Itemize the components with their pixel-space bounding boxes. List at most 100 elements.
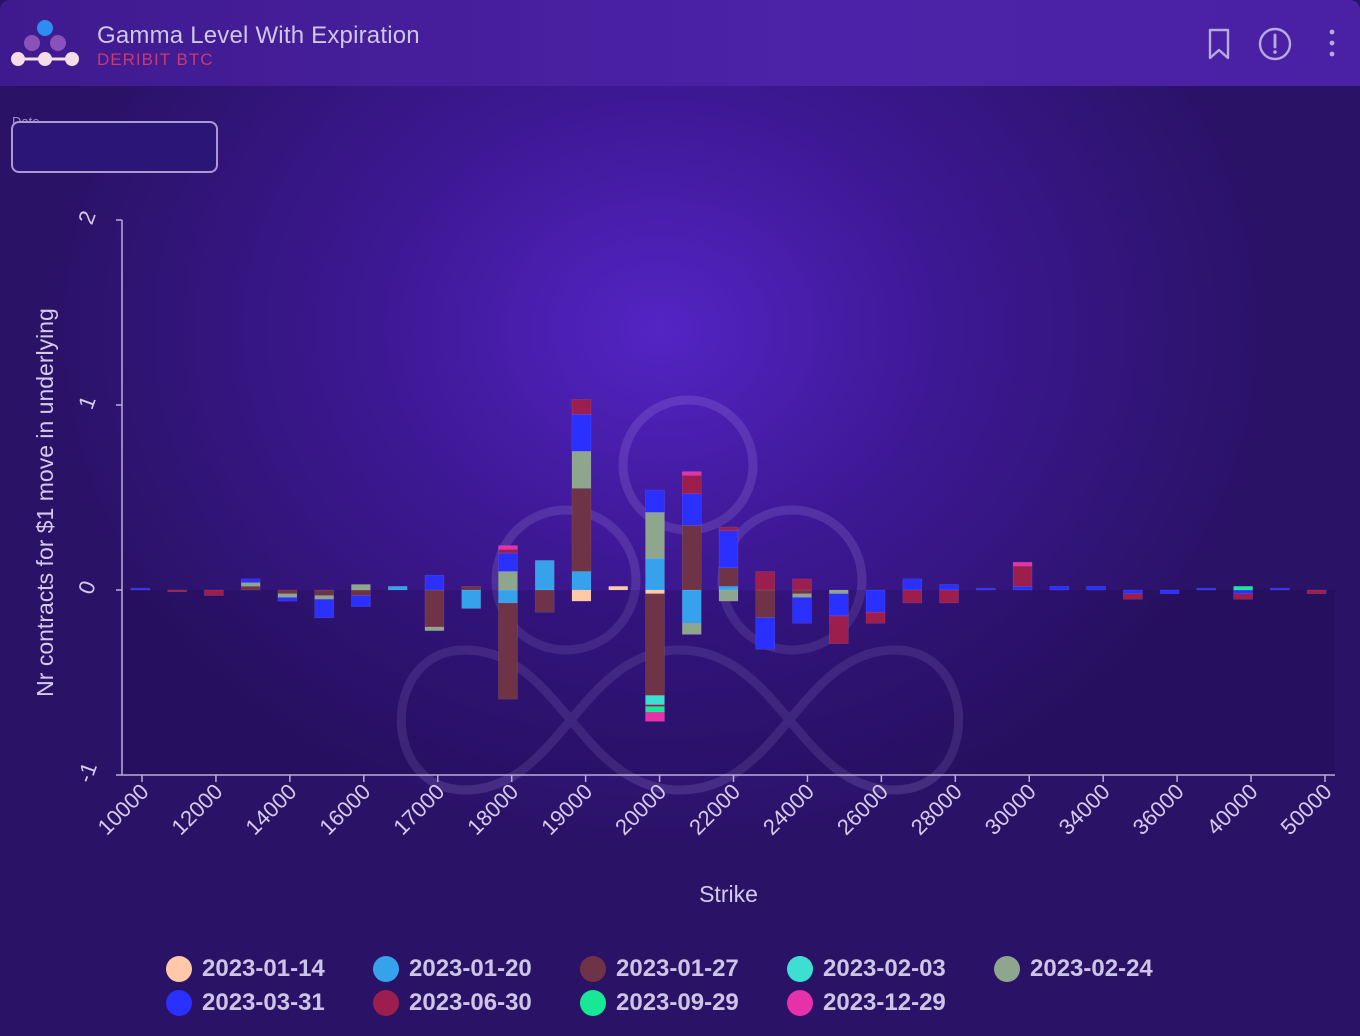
bookmark-icon[interactable] (1202, 26, 1238, 62)
bar-segment-2023-02-24-18000[interactable] (498, 571, 518, 591)
bar-segment-2023-01-27-16000[interactable] (351, 589, 371, 596)
legend-item-2023-01-27[interactable]: 2023-01-27 (580, 955, 787, 983)
legend-item-2023-06-30[interactable]: 2023-06-30 (373, 989, 580, 1017)
bar-segment-2023-03-31-35000[interactable] (1123, 589, 1143, 594)
bar-segment-2023-01-20-22000[interactable] (718, 586, 739, 591)
bar-segment-2023-01-20-18000[interactable] (498, 589, 518, 604)
bar-segment-2023-12-29-30000[interactable] (1012, 562, 1033, 567)
date-filter-select[interactable] (11, 121, 218, 173)
bar-segment-2023-01-27-17500[interactable] (461, 586, 481, 591)
bar-segment-2023-03-31-13000[interactable] (240, 578, 261, 583)
legend-item-2023-02-03[interactable]: 2023-02-03 (787, 955, 994, 983)
bar-segment-2023-03-31-18000[interactable] (498, 552, 518, 572)
bar-segment-2023-01-27-24000[interactable] (792, 589, 812, 594)
bar-segment-2023-06-30-12000[interactable] (204, 589, 224, 596)
bar-segment-2023-03-31-26000[interactable] (865, 589, 886, 613)
bar-segment-2023-02-24-24000[interactable] (792, 593, 812, 598)
bar-segment-2023-01-27-23000[interactable] (755, 589, 776, 618)
bar-segment-2023-03-31-28000[interactable] (939, 584, 959, 591)
bar-segment-2023-01-20-17500[interactable] (461, 589, 481, 609)
bar-segment-2023-02-24-13000[interactable] (240, 582, 261, 587)
bar-segment-2023-12-29-18000[interactable] (498, 545, 518, 550)
more-vertical-icon[interactable] (1314, 26, 1350, 62)
bar-segment-2023-06-30-28000[interactable] (939, 589, 959, 604)
bar-segment-2023-03-31-17000[interactable] (424, 574, 445, 591)
bar-segment-2023-02-24-20000[interactable] (645, 512, 665, 559)
bar-segment-2023-06-30-27000[interactable] (902, 589, 923, 604)
legend-item-2023-02-24[interactable]: 2023-02-24 (994, 955, 1201, 983)
bar-segment-2023-03-31-38000[interactable] (1196, 587, 1217, 591)
bar-segment-2023-01-27-19000[interactable] (571, 488, 592, 572)
bar-segment-2023-01-20-21000[interactable] (681, 589, 702, 624)
bar-segment-2023-01-27-17000[interactable] (424, 589, 445, 628)
bar-segment-2023-03-31-19000[interactable] (571, 414, 592, 452)
bar-segment-2023-01-27-18500[interactable] (534, 589, 555, 613)
bar-segment-2023-01-14-20000[interactable] (645, 589, 665, 594)
bar-segment-2023-12-29-20000[interactable] (645, 711, 665, 722)
bar-segment-2023-01-20-20000[interactable] (645, 558, 665, 591)
bar-segment-2023-03-31-14000[interactable] (277, 597, 298, 602)
bar-segment-2023-03-31-21000[interactable] (681, 493, 702, 526)
bar-segment-2023-03-31-40000[interactable] (1233, 589, 1253, 594)
bar-segment-2023-01-20-19000[interactable] (571, 571, 592, 591)
bar-segment-2023-01-20-16500[interactable] (387, 586, 408, 591)
bar-segment-2023-02-24-22000[interactable] (718, 589, 739, 602)
bar-segment-2023-03-31-27000[interactable] (902, 578, 923, 591)
bar-segment-2023-09-29-20000[interactable] (645, 706, 665, 713)
bar-segment-2023-06-30-21000[interactable] (681, 475, 702, 495)
bar-segment-2023-02-24-16000[interactable] (351, 584, 371, 591)
bar-segment-2023-03-31-36000[interactable] (1159, 589, 1180, 594)
legend-item-2023-03-31[interactable]: 2023-03-31 (166, 989, 373, 1017)
bar-segment-2023-02-24-25000[interactable] (829, 589, 849, 594)
legend-item-2023-01-20[interactable]: 2023-01-20 (373, 955, 580, 983)
bar-segment-2023-06-30-20000[interactable] (645, 704, 665, 707)
bar-segment-2023-12-29-21000[interactable] (681, 471, 702, 476)
bar-segment-2023-02-24-17000[interactable] (424, 626, 445, 631)
bar-segment-2023-06-30-11000[interactable] (167, 589, 187, 593)
bar-segment-2023-06-30-22000[interactable] (718, 526, 739, 532)
bar-segment-2023-06-30-30000[interactable] (1012, 565, 1033, 587)
bar-segment-2023-01-27-14000[interactable] (277, 589, 298, 594)
legend-item-2023-01-14[interactable]: 2023-01-14 (166, 955, 373, 983)
bar-segment-2023-06-30-24000[interactable] (792, 578, 812, 591)
bar-segment-2023-01-27-15000[interactable] (314, 589, 334, 596)
bar-segment-2023-02-24-19000[interactable] (571, 451, 592, 489)
bar-segment-2023-02-03-20000[interactable] (645, 695, 665, 705)
bar-segment-2023-03-31-10000[interactable] (130, 587, 151, 591)
bar-segment-2023-09-29-40000[interactable] (1233, 586, 1253, 591)
bar-segment-2023-06-30-50000[interactable] (1306, 589, 1327, 594)
legend-item-2023-09-29[interactable]: 2023-09-29 (580, 989, 787, 1017)
bar-segment-2023-01-14-19000[interactable] (571, 589, 592, 602)
bar-segment-2023-06-30-40000[interactable] (1233, 593, 1253, 600)
bar-segment-2023-01-27-18000[interactable] (498, 602, 518, 700)
legend-item-2023-12-29[interactable]: 2023-12-29 (787, 989, 994, 1017)
bar-segment-2023-02-24-21000[interactable] (681, 623, 702, 635)
bar-segment-2023-06-30-19000[interactable] (571, 399, 592, 415)
bar-segment-2023-03-31-32000[interactable] (1049, 586, 1070, 591)
bar-segment-2023-06-30-18000[interactable] (498, 549, 518, 554)
bar-segment-2023-06-30-25000[interactable] (829, 615, 849, 644)
bar-segment-2023-03-31-22000[interactable] (718, 530, 739, 569)
bar-segment-2023-06-30-35000[interactable] (1123, 593, 1143, 600)
bar-segment-2023-01-20-18500[interactable] (534, 560, 555, 591)
bar-segment-2023-01-27-22000[interactable] (718, 567, 739, 587)
bar-segment-2023-06-30-26000[interactable] (865, 611, 886, 624)
bar-segment-2023-03-31-25000[interactable] (829, 593, 849, 617)
bar-segment-2023-03-31-15000[interactable] (314, 599, 334, 618)
bar-segment-2023-03-31-24000[interactable] (792, 597, 812, 624)
bar-segment-2023-01-27-20000[interactable] (645, 593, 665, 696)
bar-segment-2023-03-31-34000[interactable] (1086, 586, 1106, 591)
bar-segment-2023-01-27-21000[interactable] (681, 525, 702, 591)
bar-segment-2023-01-27-13000[interactable] (240, 586, 261, 591)
bar-segment-2023-03-31-20000[interactable] (645, 489, 665, 513)
bar-segment-2023-02-24-14000[interactable] (277, 593, 298, 598)
info-icon[interactable] (1257, 26, 1293, 62)
bar-segment-2023-03-31-29000[interactable] (976, 587, 996, 591)
bar-segment-2023-03-31-45000[interactable] (1270, 587, 1290, 591)
bar-segment-2023-03-31-23000[interactable] (755, 617, 776, 650)
bar-segment-2023-03-31-30000[interactable] (1012, 586, 1033, 591)
bar-segment-2023-02-24-15000[interactable] (314, 595, 334, 600)
bar-segment-2023-01-14-19500[interactable] (608, 586, 628, 591)
bar-segment-2023-06-30-23000[interactable] (755, 571, 776, 591)
bar-segment-2023-03-31-16000[interactable] (351, 595, 371, 607)
